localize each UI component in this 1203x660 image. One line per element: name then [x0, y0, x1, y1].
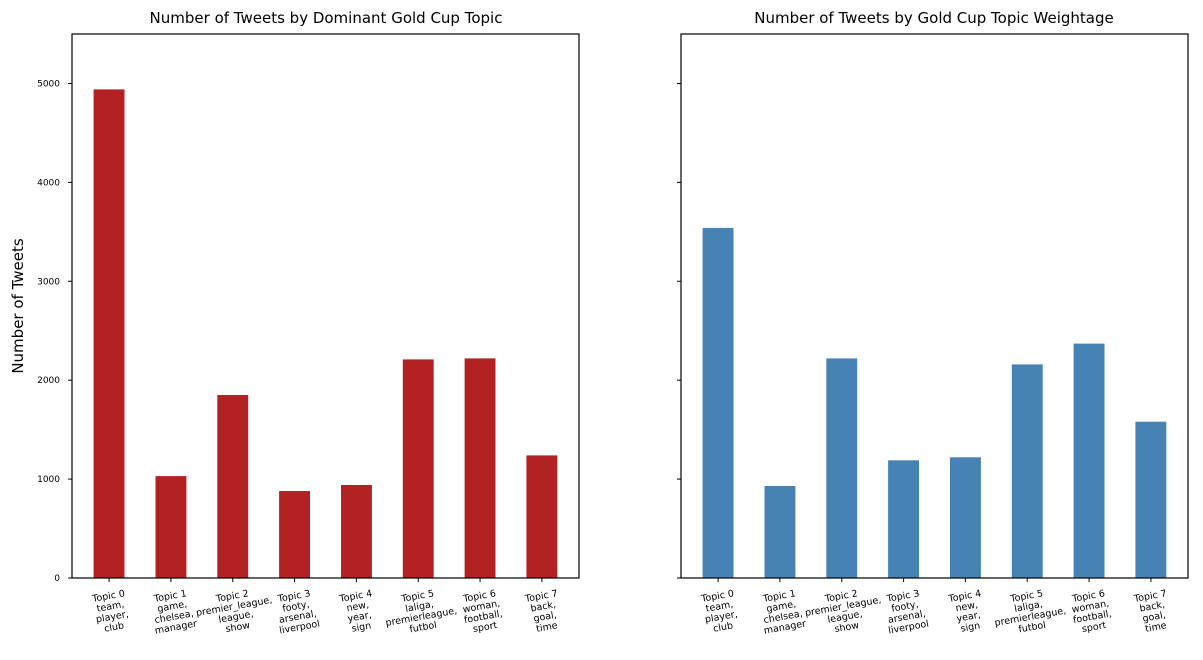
bar-topic-3 — [279, 491, 310, 578]
bar-topic-6 — [1073, 343, 1105, 578]
bar-topic-5 — [1011, 364, 1043, 578]
bar-topic-0 — [93, 89, 125, 579]
bar-topic-1 — [155, 476, 187, 578]
x-tick-label-topic-6: Topic 6woman,football,sport — [460, 588, 506, 637]
x-tick-label-topic-4: Topic 4new,year,sign — [338, 588, 379, 636]
x-tick-label-topic-4: Topic 4new,year,sign — [947, 588, 988, 636]
y-tick-label: 2000 — [37, 376, 60, 386]
bar-topic-1 — [764, 486, 796, 578]
x-tick-label-topic-0: Topic 0team,player,club — [699, 588, 740, 636]
bar-topic-5 — [402, 359, 434, 578]
bar-topic-2 — [217, 395, 249, 578]
plot-frame — [680, 33, 1189, 579]
chart-topic-weightage: Number of Tweets by Gold Cup Topic Weigh… — [677, 9, 1189, 637]
bars — [702, 227, 1167, 578]
bar-topic-2 — [826, 358, 858, 578]
y-axis-ticks — [677, 82, 681, 579]
bar-topic-3 — [888, 460, 919, 578]
y-tick-label: 0 — [54, 574, 60, 584]
x-tick-label-topic-6: Topic 6woman,football,sport — [1069, 588, 1115, 637]
y-axis-label: Number of Tweets — [9, 238, 27, 374]
chart-title: Number of Tweets by Gold Cup Topic Weigh… — [754, 9, 1114, 27]
bars — [93, 89, 558, 579]
chart-dominant-topic: Number of Tweets by Dominant Gold Cup To… — [9, 9, 580, 637]
y-tick-label: 1000 — [37, 475, 60, 485]
bar-topic-6 — [464, 358, 496, 578]
y-tick-label: 3000 — [37, 277, 60, 287]
bar-topic-7 — [526, 455, 558, 578]
y-tick-label: 4000 — [37, 178, 60, 188]
chart-title: Number of Tweets by Dominant Gold Cup To… — [150, 9, 503, 27]
bar-topic-0 — [702, 227, 734, 578]
bar-topic-4 — [341, 485, 372, 578]
bar-topic-7 — [1135, 421, 1167, 578]
x-tick-label-topic-1: Topic 1game,chelsea,manager — [757, 587, 807, 636]
x-tick-label-topic-0: Topic 0team,player,club — [90, 588, 131, 636]
bar-topic-4 — [950, 457, 981, 578]
x-tick-label-topic-7: Topic 7back,goal,time — [523, 588, 564, 636]
x-axis-ticks: Topic 0team,player,club Topic 1game,chels… — [699, 578, 1173, 637]
plot-frame — [71, 33, 580, 579]
x-tick-label-topic-7: Topic 7back,goal,time — [1132, 588, 1173, 636]
y-axis-ticks: 0 1000 2000 3000 4000 5000 — [37, 80, 72, 584]
y-tick-label: 5000 — [37, 80, 60, 90]
